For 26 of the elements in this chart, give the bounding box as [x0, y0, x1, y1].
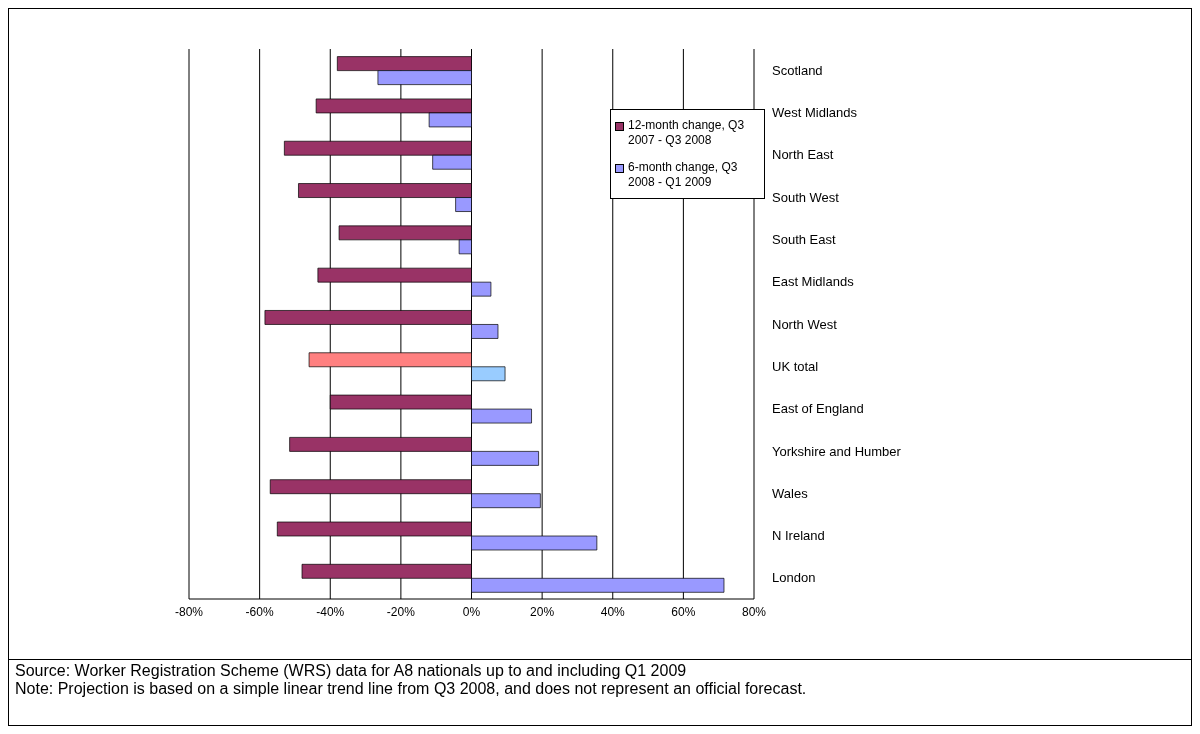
legend-label: 6-month change, Q3 2008 - Q1 2009 [628, 160, 739, 190]
x-tick-label: 80% [741, 604, 767, 619]
source-note: Source: Worker Registration Scheme (WRS) data for A8 nationals up to and including Q1 2009 [15, 662, 688, 680]
x-tick-label: -40% [316, 604, 345, 619]
y-tick-label: North East [772, 147, 834, 163]
y-tick-label: South East [772, 232, 836, 247]
x-tick-label: -60% [245, 604, 274, 619]
x-tick-label: 20% [530, 604, 555, 619]
y-tick-label: East of England [772, 401, 864, 417]
y-tick-label: North West [772, 316, 838, 332]
y-tick-label: UK total [772, 358, 819, 374]
y-tick-label: West Midlands [772, 105, 858, 121]
x-tick-label: 0% [462, 604, 481, 619]
y-tick-label: Yorkshire and Humber [772, 443, 902, 459]
legend-label: 12-month change, Q3 2007 - Q3 2008 [628, 118, 746, 148]
y-tick-label: London [772, 570, 816, 586]
y-tick-label: Wales [772, 485, 809, 501]
y-tick-label: N Ireland [772, 528, 825, 544]
y-tick-label: East Midlands [772, 274, 855, 290]
x-tick-label: -20% [386, 604, 416, 619]
x-tick-label: 60% [671, 604, 696, 619]
x-tick-label: 40% [600, 604, 626, 619]
y-tick-label: Scotland [772, 62, 823, 78]
y-tick-label: South West [772, 189, 840, 205]
text: Note: Projection is based on a simple linear trend line from Q3 2008, and does not represent an official forecast. [15, 680, 808, 698]
x-tick-label: -80% [174, 604, 204, 619]
